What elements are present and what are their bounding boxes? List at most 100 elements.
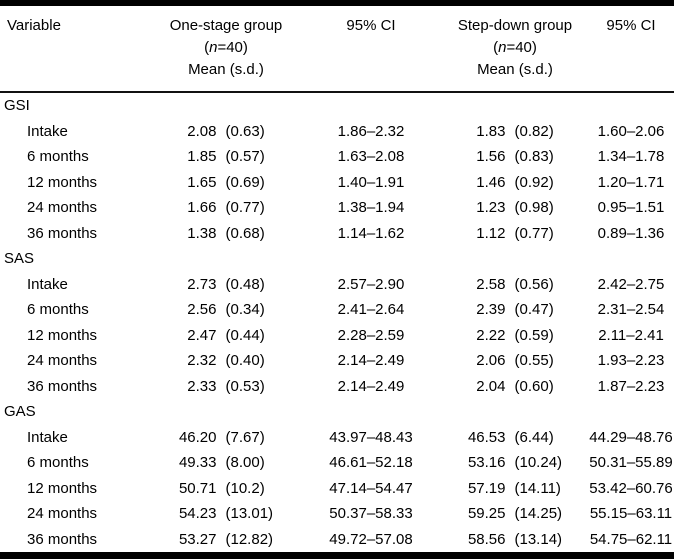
sd-value: (0.77) — [514, 224, 554, 242]
row-label: 12 months — [27, 479, 98, 497]
mean-value: 2.33 — [187, 377, 217, 395]
one-stage-ci-cell: 1.40–1.91 — [337, 173, 405, 191]
row-label: 36 months — [27, 224, 98, 242]
step-down-ci-cell: 2.11–2.41 — [598, 326, 664, 344]
step-down-ci-cell: 55.15–63.11 — [589, 505, 673, 523]
step-down-ci-cell: 2.31–2.54 — [597, 301, 665, 319]
mean-value: 2.73 — [187, 275, 217, 293]
group-n: (n=40) — [493, 39, 537, 56]
one-stage-mean-sd-cell: 2.73 (0.48) — [152, 272, 300, 298]
one-stage-mean-sd-cell: 1.65 (0.69) — [152, 170, 300, 196]
section-row: GAS — [0, 399, 674, 425]
sd-value: (0.57) — [225, 148, 265, 166]
mean-value: 1.12 — [476, 224, 506, 242]
table-row: 6 months 2.56 (0.34) 2.41–2.64 2.39 (0.4… — [0, 297, 674, 323]
one-stage-ci-cell: 2.57–2.90 — [337, 275, 405, 293]
header-divider-rule — [0, 91, 674, 93]
row-label: Intake — [27, 275, 68, 293]
one-stage-ci-cell: 1.86–2.32 — [337, 122, 405, 140]
step-down-mean-sd-cell: 46.53 (6.44) — [442, 425, 588, 451]
sd-value: (0.63) — [225, 122, 265, 140]
one-stage-mean-sd-cell: 2.56 (0.34) — [152, 297, 300, 323]
mean-value: 2.04 — [476, 377, 506, 395]
step-down-mean-sd-cell: 2.39 (0.47) — [442, 297, 588, 323]
section-label: GAS — [4, 403, 36, 421]
sd-value: (0.47) — [514, 301, 554, 319]
table-row: 24 months 2.32 (0.40) 2.14–2.49 2.06 (0.… — [0, 348, 674, 374]
one-stage-mean-sd-cell: 2.32 (0.40) — [152, 348, 300, 374]
step-down-ci-cell: 1.60–2.06 — [597, 122, 665, 140]
mean-value: 2.56 — [187, 301, 217, 319]
section-row: GSI — [0, 93, 674, 119]
step-down-mean-sd-cell: 1.23 (0.98) — [442, 195, 588, 221]
header-one-stage-group: One-stage group (n=40) Mean (s.d.) — [152, 15, 300, 91]
sd-value: (8.00) — [225, 454, 265, 472]
sd-value: (0.34) — [225, 301, 265, 319]
sd-value: (0.77) — [225, 199, 265, 217]
one-stage-mean-sd-cell: 2.33 (0.53) — [152, 374, 300, 400]
step-down-mean-sd-cell: 2.58 (0.56) — [442, 272, 588, 298]
step-down-ci-cell: 44.29–48.76 — [589, 428, 673, 446]
sd-value: (0.56) — [514, 275, 554, 293]
group-measure: Mean (s.d.) — [188, 61, 264, 78]
table-row: 12 months 50.71 (10.2) 47.14–54.47 57.19… — [0, 476, 674, 502]
table-bottom-rule — [0, 552, 674, 559]
one-stage-mean-sd-cell: 54.23 (13.01) — [152, 501, 300, 527]
mean-value: 1.65 — [187, 173, 217, 191]
row-label: Intake — [27, 428, 68, 446]
table-row: Intake 46.20 (7.67) 43.97–48.43 46.53 (6… — [0, 425, 674, 451]
step-down-ci-cell: 0.95–1.51 — [597, 199, 665, 217]
sd-value: (0.83) — [514, 148, 554, 166]
one-stage-mean-sd-cell: 50.71 (10.2) — [152, 476, 300, 502]
mean-value: 53.27 — [178, 530, 217, 548]
sd-value: (13.14) — [514, 530, 563, 548]
step-down-mean-sd-cell: 57.19 (14.11) — [442, 476, 588, 502]
table-row: 12 months 1.65 (0.69) 1.40–1.91 1.46 (0.… — [0, 170, 674, 196]
one-stage-ci-cell: 1.14–1.62 — [337, 224, 405, 242]
mean-value: 2.32 — [187, 352, 217, 370]
mean-value: 54.23 — [178, 505, 217, 523]
mean-value: 57.19 — [467, 479, 506, 497]
table-row: 24 months 54.23 (13.01) 50.37–58.33 59.2… — [0, 501, 674, 527]
table-body: GSI Intake 2.08 (0.63) 1.86–2.32 1.83 (0… — [0, 93, 674, 552]
sd-value: (0.60) — [514, 377, 554, 395]
step-down-ci-cell: 1.20–1.71 — [597, 173, 665, 191]
row-label: 36 months — [27, 377, 98, 395]
sd-value: (7.67) — [225, 428, 265, 446]
section-row: SAS — [0, 246, 674, 272]
step-down-ci-cell: 50.31–55.89 — [589, 454, 673, 472]
one-stage-ci-cell: 1.63–2.08 — [337, 148, 405, 166]
header-step-down-group: Step-down group (n=40) Mean (s.d.) — [442, 15, 588, 91]
sd-value: (0.69) — [225, 173, 265, 191]
row-label: 6 months — [27, 454, 89, 472]
mean-value: 1.46 — [476, 173, 506, 191]
sd-value: (0.44) — [225, 326, 265, 344]
mean-value: 2.58 — [476, 275, 506, 293]
sd-value: (0.92) — [514, 173, 554, 191]
mean-value: 1.23 — [476, 199, 506, 217]
row-label: 6 months — [27, 148, 89, 166]
mean-value: 1.38 — [187, 224, 217, 242]
step-down-mean-sd-cell: 1.46 (0.92) — [442, 170, 588, 196]
table-row: 12 months 2.47 (0.44) 2.28–2.59 2.22 (0.… — [0, 323, 674, 349]
step-down-mean-sd-cell: 58.56 (13.14) — [442, 527, 588, 553]
row-label: 12 months — [27, 326, 98, 344]
table-row: Intake 2.73 (0.48) 2.57–2.90 2.58 (0.56)… — [0, 272, 674, 298]
group-measure: Mean (s.d.) — [477, 61, 553, 78]
one-stage-mean-sd-cell: 1.85 (0.57) — [152, 144, 300, 170]
mean-value: 58.56 — [467, 530, 506, 548]
step-down-mean-sd-cell: 59.25 (14.25) — [442, 501, 588, 527]
one-stage-ci-cell: 2.14–2.49 — [337, 352, 405, 370]
table-top-rule — [0, 0, 674, 6]
sd-value: (0.98) — [514, 199, 554, 217]
step-down-ci-cell: 2.42–2.75 — [597, 275, 665, 293]
sd-value: (14.11) — [514, 479, 561, 497]
mean-value: 59.25 — [467, 505, 506, 523]
row-label: 24 months — [27, 505, 98, 523]
sd-value: (0.82) — [514, 122, 554, 140]
sd-value: (14.25) — [514, 505, 563, 523]
one-stage-mean-sd-cell: 2.08 (0.63) — [152, 119, 300, 145]
mean-value: 46.20 — [178, 428, 217, 446]
one-stage-ci-cell: 50.37–58.33 — [329, 505, 413, 523]
mean-value: 50.71 — [178, 479, 217, 497]
